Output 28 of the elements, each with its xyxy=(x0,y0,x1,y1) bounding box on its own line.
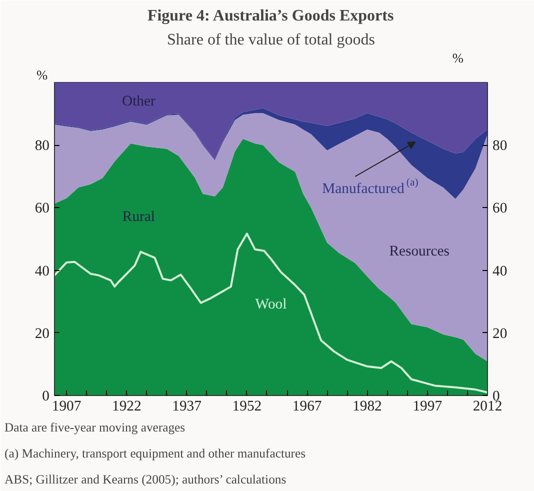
y2-axis-title: % xyxy=(452,50,464,66)
x-tick-label: 1937 xyxy=(172,398,202,414)
y2-tick-label: 20 xyxy=(492,326,508,342)
series-label: Wool xyxy=(255,296,287,313)
text: ABS; Gillitzer and Kearns (2005); authors’ calculations xyxy=(4,472,286,486)
text: Data are five-year moving averages xyxy=(4,420,186,434)
x-tick-label: 1997 xyxy=(412,398,442,414)
chart-title: Figure 4: Australia’s Goods Exports xyxy=(147,8,394,24)
series-label: Rural xyxy=(122,209,155,226)
x-tick-label: 1922 xyxy=(112,398,142,414)
line-series xyxy=(54,232,488,394)
y-tick-label: 20 xyxy=(34,326,50,342)
series-label: Other xyxy=(122,93,156,110)
chart-subtitle: Share of the value of total goods xyxy=(167,32,375,48)
y-tick-label: 60 xyxy=(34,200,50,217)
series-label: Resources xyxy=(389,244,450,260)
x-tick-label: 1952 xyxy=(232,398,262,414)
x-tick-label: 1907 xyxy=(52,398,82,414)
x-tick-label: 1967 xyxy=(292,398,322,414)
y2-tick-label: 40 xyxy=(492,263,508,280)
y-axis-title: % xyxy=(36,68,48,82)
y2-tick-label: 80 xyxy=(492,138,508,154)
y-tick-label: 0 xyxy=(42,388,50,404)
x-tick-label: 1982 xyxy=(352,398,382,414)
y-tick-label: 40 xyxy=(34,263,50,280)
y2-tick-label: 60 xyxy=(492,200,508,217)
y-tick-label: 80 xyxy=(34,138,50,154)
text: (a) Machinery, transport equipment and other manufactures xyxy=(4,446,306,460)
